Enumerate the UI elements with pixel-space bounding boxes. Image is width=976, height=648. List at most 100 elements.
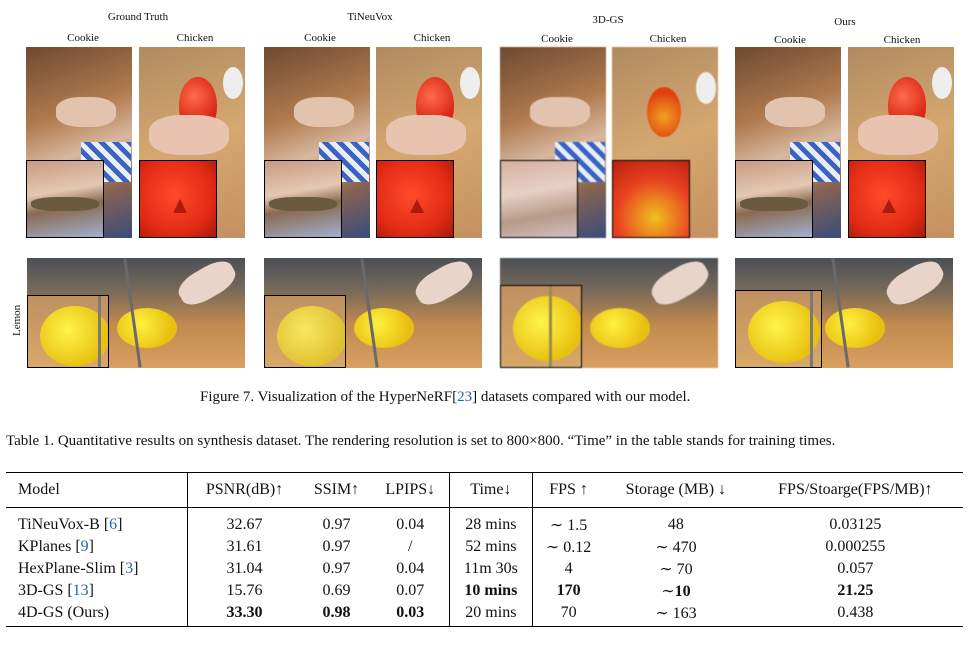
cell-lpips: 0.03	[371, 602, 450, 627]
lemon-image-ground-truth	[27, 258, 245, 368]
cell-psnr: 33.30	[187, 602, 302, 627]
zoom-inset	[376, 160, 454, 238]
cell-fps: ∼ 1.5	[549, 517, 588, 534]
cell-storage: ∼ 470	[655, 539, 697, 556]
model-name: KPlanes	[18, 538, 72, 555]
zoom-inset	[612, 160, 690, 238]
column-header-time: Time↓	[449, 472, 534, 508]
cell-model: TiNeuVox-B [6]	[6, 507, 188, 536]
best-value: 0.03	[396, 604, 425, 621]
best-value: 170	[556, 582, 581, 599]
zoom-inset	[264, 160, 342, 238]
cookie-image-ground-truth	[26, 47, 132, 238]
method-header-ground-truth: Ground Truth	[107, 11, 169, 23]
zoom-inset	[264, 295, 346, 368]
column-header-fps-per-storage: FPS/Stoarge(FPS/MB)↑	[747, 472, 963, 508]
chicken-image-ground-truth	[139, 47, 245, 238]
figure-caption-prefix: Figure 7. Visualization of the HyperNeRF…	[200, 389, 458, 405]
cookie-image-ours	[735, 47, 841, 238]
citation-link[interactable]: 13	[72, 582, 89, 599]
method-header-ours: Ours	[834, 16, 856, 28]
zoom-inset	[27, 295, 109, 368]
best-value: 33.30	[226, 604, 263, 621]
table-row: 3D-GS [13] 15.76 0.69 0.07 10 mins 170 ∼…	[6, 580, 963, 602]
lemon-image-3dgs	[500, 258, 718, 368]
column-header-fps: FPS ↑	[532, 472, 605, 508]
figure-caption: Figure 7. Visualization of the HyperNeRF…	[200, 389, 690, 406]
column-header-ssim: SSIM↑	[301, 472, 372, 508]
scene-label-cookie: Cookie	[541, 33, 573, 45]
cell-time: 10 mins	[449, 580, 534, 602]
method-header-3dgs: 3D-GS	[592, 14, 624, 26]
cell-lpips: 0.04	[371, 507, 450, 536]
citation-link[interactable]: 6	[109, 516, 118, 533]
cell-fps: 70	[532, 602, 605, 627]
scene-label-chicken: Chicken	[883, 34, 921, 46]
scene-label-cookie: Cookie	[67, 32, 99, 44]
chicken-image-3dgs	[612, 47, 718, 238]
cell-storage: ∼ 163	[604, 602, 748, 627]
cell-psnr: 15.76	[226, 582, 263, 599]
zoom-inset	[26, 160, 104, 238]
model-name: HexPlane-Slim	[18, 560, 116, 577]
cell-ratio: 0.057	[837, 560, 874, 577]
cell-time: 28 mins	[449, 507, 534, 536]
table-row: HexPlane-Slim [3] 31.04 0.97 0.04 11m 30…	[6, 558, 963, 580]
cell-ratio: 0.000255	[825, 538, 886, 555]
table-caption: Table 1. Quantitative results on synthes…	[6, 433, 836, 449]
cookie-image-tineuvox	[264, 47, 370, 238]
best-value: 21.25	[837, 582, 874, 599]
column-header-model: Model	[6, 472, 188, 508]
cell-psnr: 32.67	[226, 516, 263, 533]
table-row: KPlanes [9] 31.61 0.97 / 52 mins ∼ 0.12 …	[6, 536, 963, 558]
zoom-inset	[735, 290, 822, 368]
model-name: 4D-GS (Ours)	[18, 604, 110, 621]
cell-fps: ∼ 0.12	[545, 539, 592, 556]
approx-symbol: ∼	[661, 583, 675, 600]
zoom-inset	[500, 160, 578, 238]
results-table: Model PSNR(dB)↑ SSIM↑ LPIPS↓ Time↓ FPS ↑…	[6, 472, 963, 627]
cell-ssim: 0.97	[322, 538, 351, 555]
model-name: 3D-GS	[18, 582, 64, 599]
figure-caption-suffix: ] datasets compared with our model.	[472, 389, 691, 405]
row-label-lemon: Lemon	[11, 304, 23, 336]
cell-storage: 48	[667, 516, 684, 533]
table-header-row: Model PSNR(dB)↑ SSIM↑ LPIPS↓ Time↓ FPS ↑…	[6, 472, 963, 508]
lemon-image-tineuvox	[264, 258, 482, 368]
scene-label-cookie: Cookie	[774, 34, 806, 46]
table-row: TiNeuVox-B [6] 32.67 0.97 0.04 28 mins ∼…	[6, 507, 963, 536]
cell-ratio: 0.03125	[829, 516, 882, 533]
cell-lpips: 0.07	[371, 580, 450, 602]
cell-model: 3D-GS [13]	[6, 580, 188, 602]
column-header-storage: Storage (MB) ↓	[604, 472, 748, 508]
cell-ssim: 0.97	[322, 560, 351, 577]
best-value: 0.98	[322, 604, 351, 621]
chicken-image-ours	[848, 47, 954, 238]
column-header-psnr: PSNR(dB)↑	[187, 472, 302, 508]
lemon-image-ours	[735, 258, 953, 368]
cell-ssim: 0.69	[322, 582, 351, 599]
citation-link[interactable]: 23	[457, 389, 473, 405]
zoom-inset	[139, 160, 217, 238]
cell-model: KPlanes [9]	[6, 536, 188, 558]
scene-label-chicken: Chicken	[176, 32, 214, 44]
cell-lpips: /	[371, 536, 450, 558]
best-value: 10	[674, 583, 691, 600]
zoom-inset	[500, 285, 582, 368]
cell-storage: ∼ 70	[659, 561, 693, 578]
cell-time: 52 mins	[449, 536, 534, 558]
zoom-inset	[735, 160, 813, 238]
scene-label-chicken: Chicken	[413, 32, 451, 44]
best-value: 10 mins	[464, 582, 518, 599]
cell-time: 20 mins	[449, 602, 534, 627]
cell-ratio: 0.438	[747, 602, 963, 627]
cell-model: HexPlane-Slim [3]	[6, 558, 188, 580]
cell-time: 11m 30s	[449, 558, 534, 580]
cell-ssim: 0.98	[301, 602, 372, 627]
chicken-image-tineuvox	[376, 47, 482, 238]
cell-fps: 4	[564, 560, 573, 577]
cell-lpips: 0.04	[371, 558, 450, 580]
citation-link[interactable]: 3	[125, 560, 134, 577]
citation-link[interactable]: 9	[80, 538, 89, 555]
cell-psnr: 31.04	[226, 560, 263, 577]
